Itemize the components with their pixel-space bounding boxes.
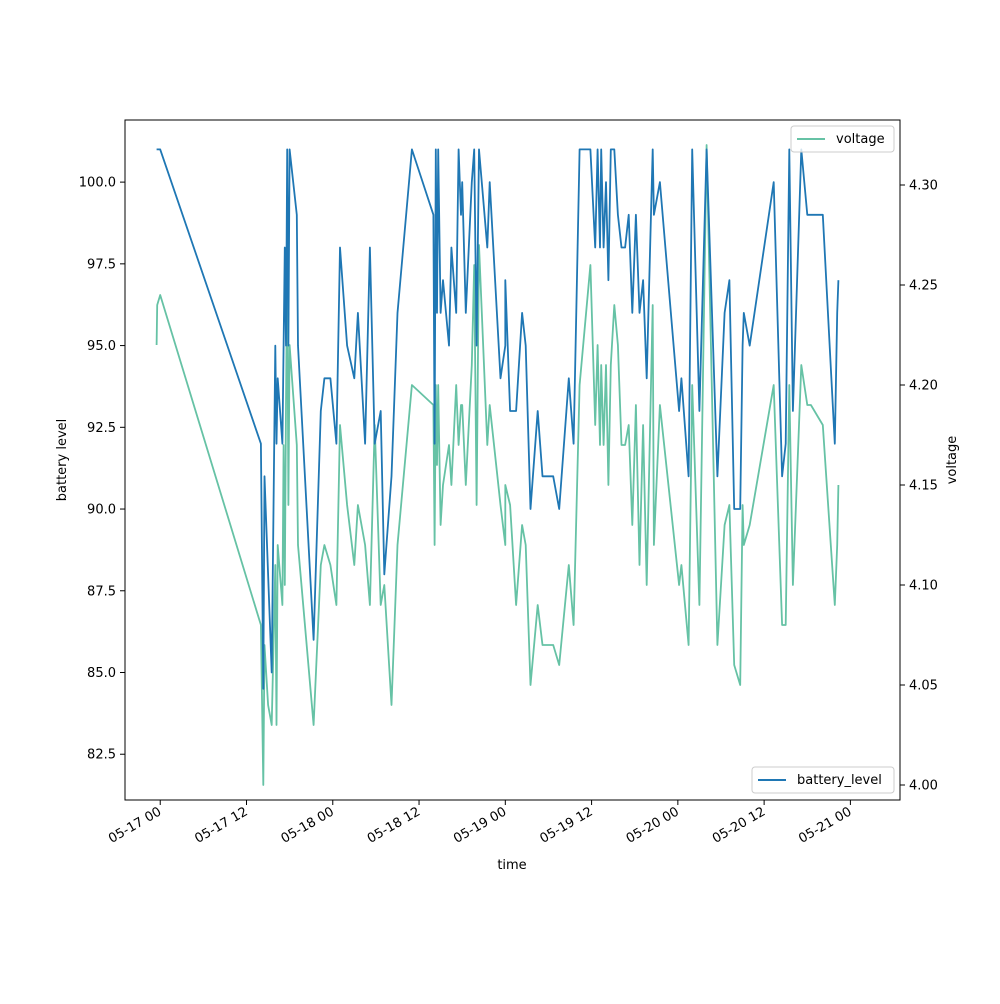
- plot-frame: [124, 119, 901, 801]
- legend-battery-level-label: battery_level: [797, 773, 882, 788]
- right-y-tick-label: 4.10: [909, 579, 938, 594]
- right-y-tick-label: 4.25: [909, 279, 938, 294]
- x-tick-label: 05-19 00: [451, 804, 509, 846]
- left-y-axis: 82.5 85.0 87.5 90.0 92.5 95.0 97.5 100.0: [79, 176, 125, 763]
- battery-series-layer: [156, 148, 840, 690]
- series-line-voltage: [155, 144, 840, 786]
- legend-voltage: voltage: [790, 125, 895, 153]
- left-y-tick-label: 82.5: [87, 748, 116, 763]
- x-tick-label: 05-17 12: [192, 804, 250, 846]
- left-y-tick-label: 90.0: [87, 503, 116, 518]
- left-y-tick-label: 87.5: [87, 584, 116, 599]
- x-tick-label: 05-20 00: [624, 804, 682, 846]
- x-tick-label: 05-20 12: [710, 804, 768, 846]
- legend-battery-level-box: [751, 766, 895, 794]
- left-y-tick-label: 100.0: [79, 176, 116, 191]
- left-y-tick-label: 92.5: [87, 421, 116, 436]
- series-line-battery-level: [156, 148, 840, 690]
- left-y-tick-label: 97.5: [87, 257, 116, 272]
- voltage-series-layer: [155, 144, 840, 786]
- x-tick-label: 05-18 12: [365, 804, 423, 846]
- right-y-tick-label: 4.00: [909, 779, 938, 794]
- right-y-tick-label: 4.30: [909, 179, 938, 194]
- x-tick-label: 05-18 00: [279, 804, 337, 846]
- legend-voltage-box: [790, 125, 895, 153]
- x-axis: 05-17 00 05-17 12 05-18 00 05-18 12 05-19 00…: [106, 800, 854, 847]
- x-tick-label: 05-19 12: [537, 804, 595, 846]
- right-y-tick-label: 4.05: [909, 679, 938, 694]
- legend-voltage-label: voltage: [836, 132, 885, 147]
- legend-battery-level: battery_level: [751, 766, 895, 794]
- right-y-tick-label: 4.15: [909, 479, 938, 494]
- x-tick-label: 05-17 00: [106, 804, 164, 846]
- x-tick-label: 05-21 00: [796, 804, 854, 846]
- left-y-tick-label: 95.0: [87, 339, 116, 354]
- right-y-axis-label: voltage: [945, 436, 960, 485]
- right-y-axis: 4.00 4.05 4.10 4.15 4.20 4.25 4.30: [900, 179, 938, 794]
- left-y-axis-label: battery level: [55, 419, 70, 502]
- right-y-tick-label: 4.20: [909, 379, 938, 394]
- x-axis-label: time: [497, 858, 526, 873]
- left-y-tick-label: 85.0: [87, 666, 116, 681]
